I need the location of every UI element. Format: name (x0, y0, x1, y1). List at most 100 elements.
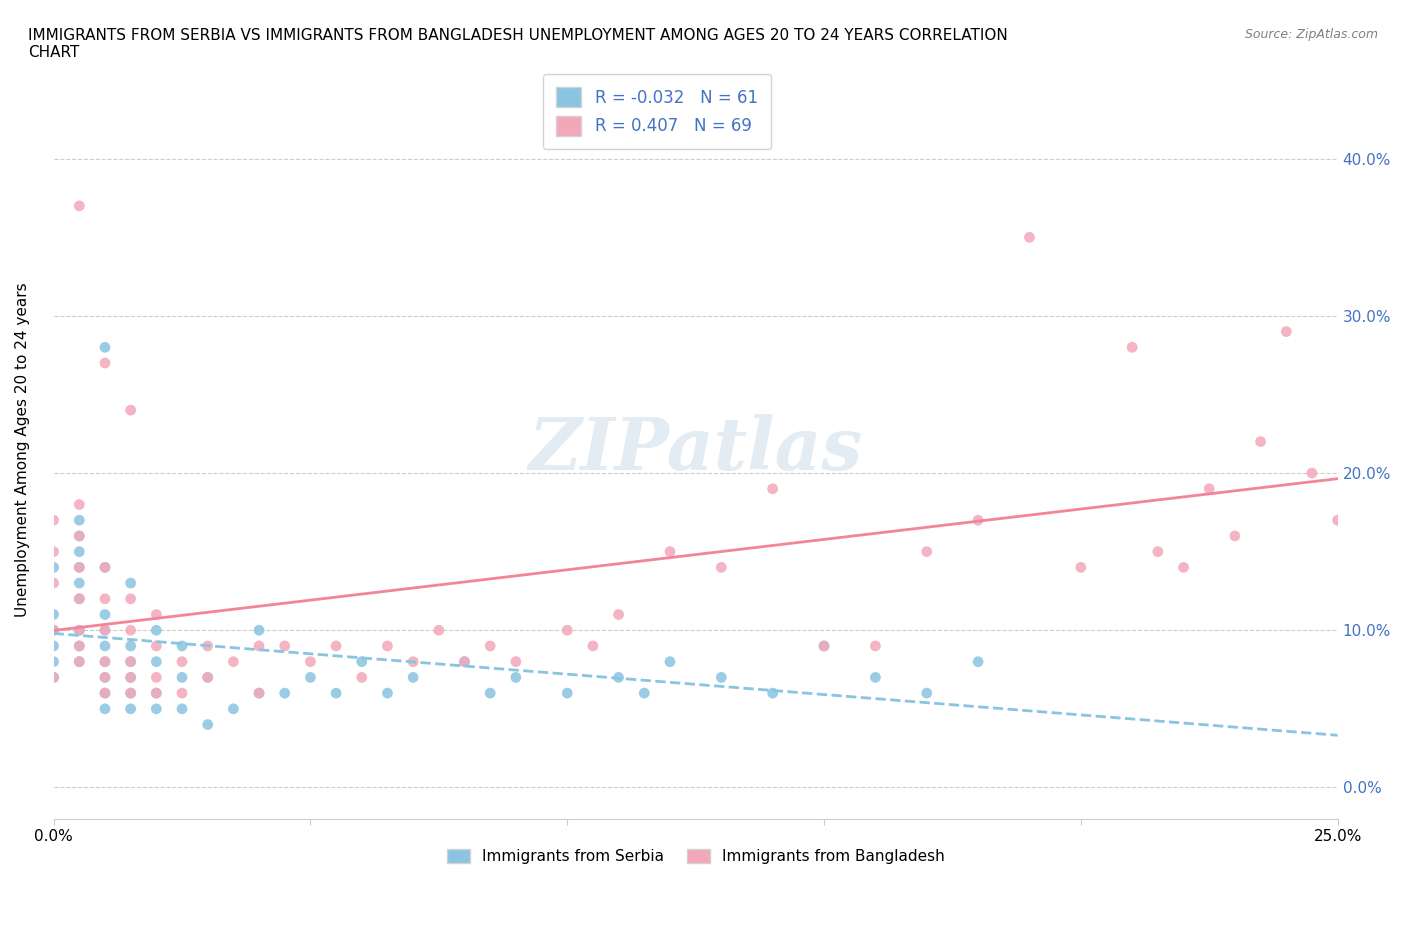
Point (67, 639, 90, 654)
Point (67, 654, 90, 669)
Point (42, 670, 65, 684)
Point (505, 654, 527, 669)
Point (67, 198, 90, 213)
Point (762, 685, 785, 700)
Point (350, 654, 373, 669)
Point (120, 685, 142, 700)
Point (915, 685, 938, 700)
Point (247, 685, 270, 700)
Point (67, 576, 90, 591)
Point (325, 639, 347, 654)
Point (967, 512, 990, 527)
Point (94, 591, 117, 606)
Point (274, 685, 297, 700)
Point (94, 670, 117, 684)
Point (42, 560, 65, 575)
Point (865, 639, 887, 654)
Point (145, 685, 167, 700)
Point (42, 576, 65, 591)
Point (1301, 466, 1323, 481)
Point (145, 623, 167, 638)
Point (67, 497, 90, 512)
Point (1326, 512, 1348, 527)
Text: IMMIGRANTS FROM SERBIA VS IMMIGRANTS FROM BANGLADESH UNEMPLOYMENT AMONG AGES 20 : IMMIGRANTS FROM SERBIA VS IMMIGRANTS FRO… (28, 28, 1008, 60)
Point (170, 701, 193, 716)
Point (145, 639, 167, 654)
Point (94, 670, 117, 684)
Point (94, 560, 117, 575)
Point (1223, 528, 1246, 543)
Point (1173, 560, 1195, 575)
Point (94, 685, 117, 700)
Point (299, 654, 322, 669)
Point (1275, 325, 1298, 339)
Point (145, 607, 167, 622)
Point (94, 339, 117, 354)
Point (197, 639, 219, 654)
Point (120, 403, 142, 418)
Point (94, 623, 117, 638)
Point (377, 685, 399, 700)
Point (145, 670, 167, 684)
Point (170, 670, 193, 684)
Point (222, 654, 245, 669)
Point (120, 654, 142, 669)
Point (1198, 482, 1220, 497)
Text: Source: ZipAtlas.com: Source: ZipAtlas.com (1244, 28, 1378, 41)
Point (762, 482, 785, 497)
Point (325, 685, 347, 700)
Point (402, 670, 425, 684)
Point (1353, 355, 1375, 370)
Point (658, 544, 681, 559)
Point (402, 654, 425, 669)
Point (607, 670, 630, 684)
Point (42, 623, 65, 638)
Point (453, 654, 475, 669)
Point (967, 654, 990, 669)
Point (479, 639, 502, 654)
Point (67, 623, 90, 638)
Point (1070, 560, 1092, 575)
Point (120, 591, 142, 606)
Point (247, 685, 270, 700)
Point (222, 701, 245, 716)
Point (145, 701, 167, 716)
Point (710, 560, 733, 575)
Point (607, 607, 630, 622)
Point (42, 607, 65, 622)
Point (67, 512, 90, 527)
Point (377, 639, 399, 654)
Point (67, 560, 90, 575)
Point (94, 685, 117, 700)
Point (67, 654, 90, 669)
Point (197, 670, 219, 684)
Point (505, 670, 527, 684)
Point (1018, 230, 1040, 245)
Point (42, 544, 65, 559)
Text: ZIPatlas: ZIPatlas (529, 414, 863, 485)
Y-axis label: Unemployment Among Ages 20 to 24 years: Unemployment Among Ages 20 to 24 years (15, 282, 30, 617)
Point (555, 623, 578, 638)
Point (197, 717, 219, 732)
Point (145, 654, 167, 669)
Point (813, 639, 835, 654)
Point (42, 623, 65, 638)
Point (94, 623, 117, 638)
Point (582, 639, 605, 654)
Point (350, 670, 373, 684)
Point (120, 670, 142, 684)
Point (197, 670, 219, 684)
Point (247, 623, 270, 638)
Point (170, 639, 193, 654)
Point (120, 576, 142, 591)
Point (710, 670, 733, 684)
Point (1147, 544, 1170, 559)
Point (813, 639, 835, 654)
Point (42, 639, 65, 654)
Point (120, 701, 142, 716)
Point (94, 701, 117, 716)
Point (94, 355, 117, 370)
Point (274, 639, 297, 654)
Point (865, 670, 887, 684)
Point (67, 623, 90, 638)
